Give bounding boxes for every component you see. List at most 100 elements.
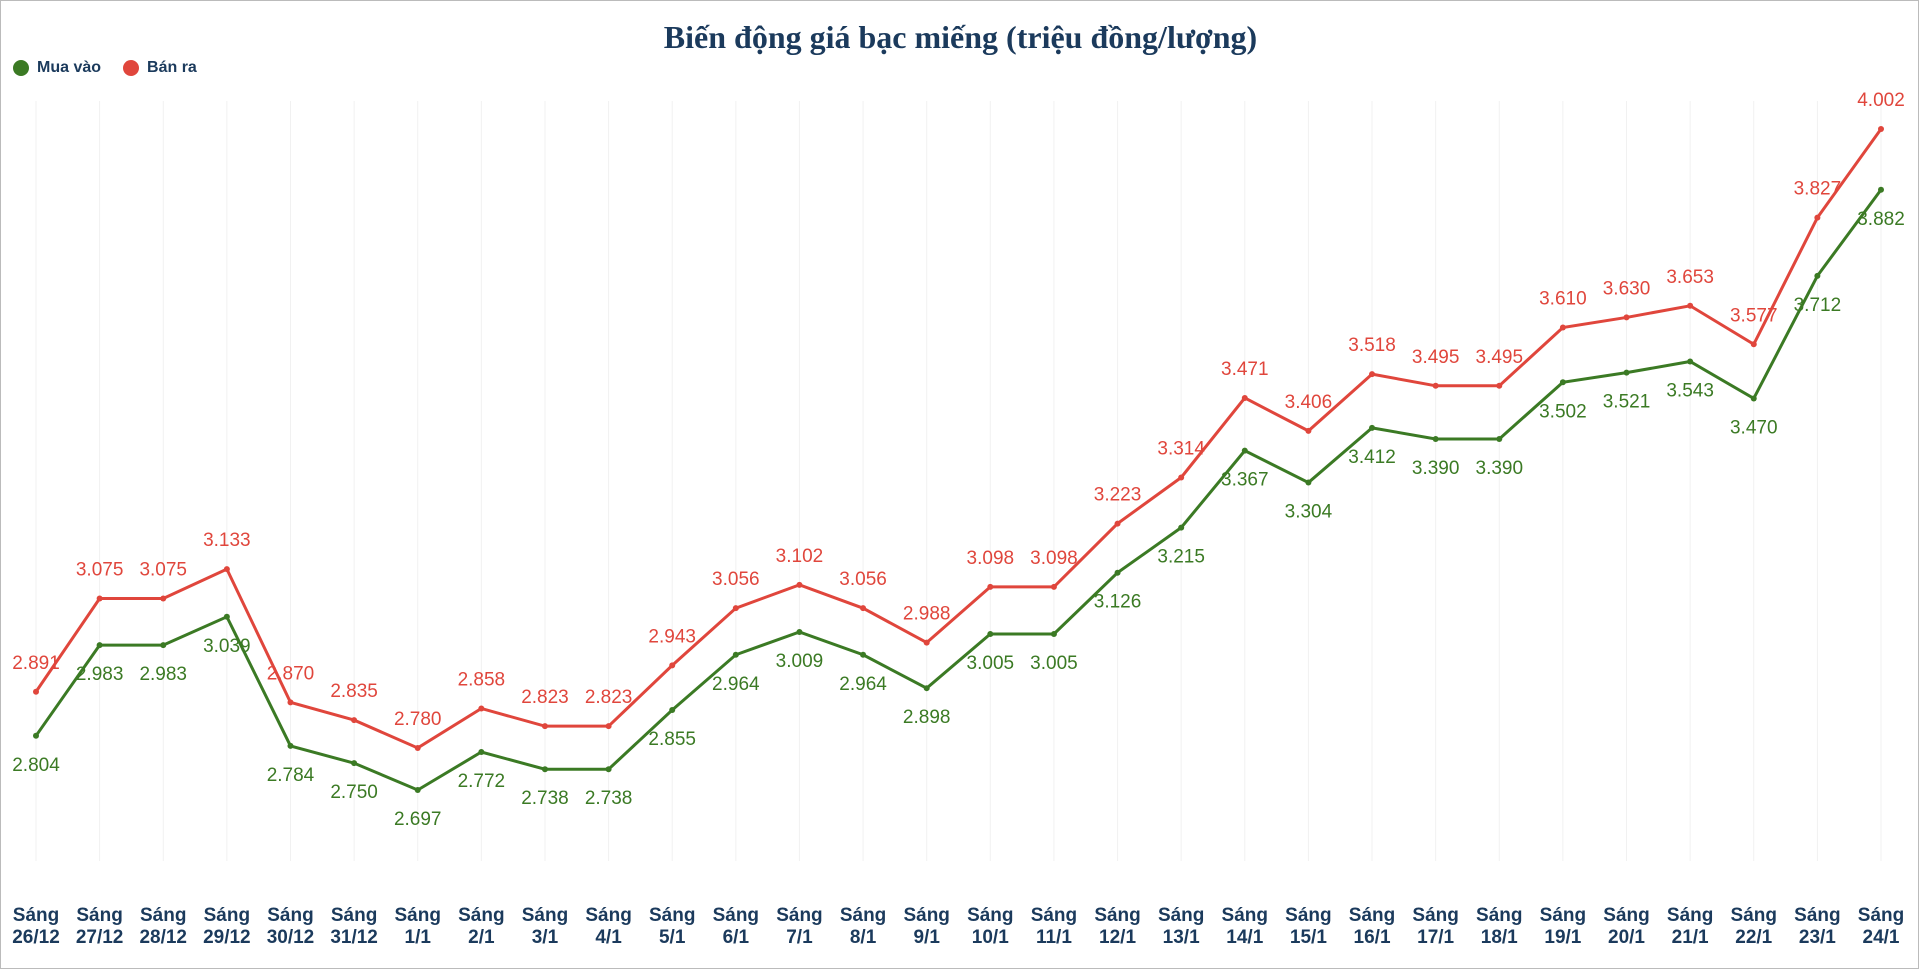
point xyxy=(1114,520,1121,527)
value-label: 2.738 xyxy=(585,788,633,809)
value-label: 3.314 xyxy=(1157,438,1205,459)
x-tick-label: Sáng 2/1 xyxy=(458,905,505,948)
point xyxy=(732,651,739,658)
point xyxy=(1241,394,1248,401)
value-label: 3.075 xyxy=(76,560,124,581)
x-tick-label: Sáng 11/1 xyxy=(1030,905,1078,948)
point xyxy=(478,705,485,712)
value-label: 2.697 xyxy=(394,809,442,830)
legend: Mua vào Bán ra xyxy=(13,59,197,77)
legend-label: Mua vào xyxy=(37,59,102,76)
legend-label: Bán ra xyxy=(147,59,197,76)
x-tick-label: Sáng 16/1 xyxy=(1348,905,1396,948)
value-label: 3.882 xyxy=(1857,209,1905,230)
value-label: 3.133 xyxy=(203,530,251,551)
point xyxy=(1559,324,1566,331)
value-label: 3.521 xyxy=(1603,392,1651,413)
point xyxy=(796,581,803,588)
x-tick-label: Sáng 28/12 xyxy=(139,905,187,948)
point xyxy=(1687,358,1694,365)
point xyxy=(860,605,867,612)
value-label: 2.870 xyxy=(267,663,315,684)
point xyxy=(987,583,994,590)
value-label: 3.630 xyxy=(1603,278,1651,299)
x-tick-label: Sáng 21/1 xyxy=(1666,905,1714,948)
value-label: 2.823 xyxy=(585,687,633,708)
point xyxy=(1369,371,1376,378)
point xyxy=(414,744,421,751)
point xyxy=(1305,427,1312,434)
point xyxy=(351,760,358,767)
x-tick-label: Sáng 31/12 xyxy=(330,905,378,948)
value-label: 2.983 xyxy=(76,664,124,685)
value-label: 3.495 xyxy=(1476,347,1524,368)
point xyxy=(1496,382,1503,389)
point xyxy=(1178,474,1185,481)
value-label: 4.002 xyxy=(1857,90,1905,111)
value-label: 2.835 xyxy=(330,681,378,702)
value-label: 2.784 xyxy=(267,765,315,786)
point xyxy=(1814,272,1821,279)
value-label: 3.390 xyxy=(1412,458,1460,479)
point xyxy=(478,749,485,756)
value-label: 3.406 xyxy=(1285,392,1333,413)
point xyxy=(987,630,994,637)
x-tick-label: Sáng 9/1 xyxy=(903,905,950,948)
value-label: 3.009 xyxy=(776,651,824,672)
value-label: 2.772 xyxy=(458,771,506,792)
x-tick-label: Sáng 15/1 xyxy=(1285,905,1332,948)
point xyxy=(860,651,867,658)
point xyxy=(669,662,676,669)
x-tick-label: Sáng 18/1 xyxy=(1476,905,1523,948)
value-label: 3.412 xyxy=(1348,447,1396,468)
value-label: 2.750 xyxy=(330,782,378,803)
point xyxy=(1114,569,1121,576)
point xyxy=(1623,369,1630,376)
point xyxy=(1241,447,1248,454)
x-tick-label: Sáng 3/1 xyxy=(521,905,569,948)
value-label: 3.495 xyxy=(1412,347,1460,368)
value-label: 2.983 xyxy=(139,664,187,685)
value-label: 3.367 xyxy=(1221,470,1269,491)
value-label: 3.712 xyxy=(1794,295,1842,316)
x-tick-label: Sáng 1/1 xyxy=(394,905,441,948)
series-line xyxy=(34,128,1883,750)
point xyxy=(33,732,39,739)
point xyxy=(1814,214,1821,221)
point xyxy=(1750,341,1757,348)
chart-title: Biến động giá bạc miếng (triệu đồng/lượn… xyxy=(663,19,1258,55)
x-tick-label: Sáng 14/1 xyxy=(1221,905,1268,948)
point xyxy=(1305,479,1312,486)
value-label: 2.855 xyxy=(648,729,696,750)
point xyxy=(923,685,930,692)
x-tick-label: Sáng 23/1 xyxy=(1794,905,1841,948)
x-tick-label: Sáng 26/12 xyxy=(12,905,60,948)
value-label: 3.502 xyxy=(1539,401,1587,422)
value-label: 3.223 xyxy=(1094,485,1142,506)
x-tick-label: Sáng 24/1 xyxy=(1857,905,1905,948)
value-label: 3.390 xyxy=(1476,458,1524,479)
point xyxy=(541,723,548,730)
series-line xyxy=(34,188,1883,792)
value-label: 2.738 xyxy=(521,788,569,809)
value-label: 3.215 xyxy=(1157,547,1205,568)
point xyxy=(287,742,294,749)
x-tick-label: Sáng 4/1 xyxy=(585,905,632,948)
value-label: 2.943 xyxy=(648,626,696,647)
value-label: 3.098 xyxy=(967,548,1015,569)
point xyxy=(605,723,612,730)
x-tick-label: Sáng 20/1 xyxy=(1603,905,1650,948)
point xyxy=(1369,424,1376,431)
value-label: 3.518 xyxy=(1348,335,1396,356)
point xyxy=(796,628,803,635)
point xyxy=(1559,379,1566,386)
point xyxy=(1496,435,1503,442)
point xyxy=(287,699,294,706)
value-label: 2.804 xyxy=(12,755,60,776)
value-label: 2.964 xyxy=(839,674,887,695)
point xyxy=(605,766,612,773)
value-label: 3.827 xyxy=(1794,179,1842,200)
point xyxy=(1878,126,1884,132)
